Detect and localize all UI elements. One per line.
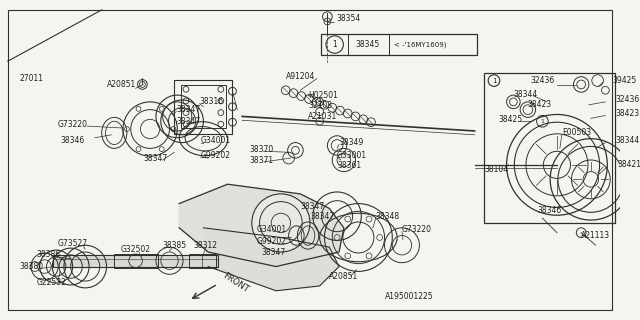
Text: 32436: 32436 (615, 95, 639, 104)
Polygon shape (179, 184, 344, 267)
Text: A21113: A21113 (581, 231, 611, 240)
Text: 38370: 38370 (250, 145, 274, 154)
Text: A21031: A21031 (308, 112, 337, 121)
Bar (181, 85, 226, 128)
Text: G32502: G32502 (121, 244, 151, 254)
Text: G73220: G73220 (58, 120, 88, 129)
Text: G22532: G22532 (37, 277, 67, 286)
Text: G33001: G33001 (337, 151, 367, 160)
Bar (321, 35, 477, 55)
Bar (53, 255, 218, 267)
Text: 32436: 32436 (531, 76, 555, 85)
Text: 38312: 38312 (194, 241, 218, 250)
Text: 38354: 38354 (336, 14, 360, 23)
Text: 38346: 38346 (538, 206, 562, 215)
Text: 38347: 38347 (300, 202, 324, 211)
Text: E00503: E00503 (562, 128, 591, 137)
Text: 38371: 38371 (250, 156, 274, 164)
Text: FRONT: FRONT (221, 271, 250, 295)
Text: 38423: 38423 (615, 109, 639, 118)
Text: A20851: A20851 (330, 272, 358, 281)
Polygon shape (204, 228, 339, 291)
Text: A20851: A20851 (106, 80, 136, 89)
Bar (115, 254, 158, 268)
Text: 38348: 38348 (376, 212, 400, 221)
Text: 38347: 38347 (176, 105, 200, 114)
Text: 27011: 27011 (19, 74, 44, 83)
Text: 38316: 38316 (200, 97, 223, 106)
Text: G99202: G99202 (200, 151, 230, 160)
Text: 38104: 38104 (484, 165, 508, 174)
Text: 38344: 38344 (513, 90, 538, 99)
Text: 1: 1 (541, 119, 545, 124)
Text: 38347: 38347 (143, 154, 168, 163)
Text: A91204: A91204 (285, 72, 315, 81)
Text: 38361: 38361 (337, 161, 361, 170)
Bar (174, 80, 232, 134)
Circle shape (252, 194, 310, 252)
Text: 38345: 38345 (355, 40, 380, 49)
Text: G34001: G34001 (200, 136, 230, 145)
Text: 38344: 38344 (615, 136, 639, 145)
Text: G99202: G99202 (257, 237, 287, 246)
Text: G73220: G73220 (402, 225, 432, 234)
Text: 38423: 38423 (528, 100, 552, 109)
Bar (189, 254, 216, 268)
Text: G34001: G34001 (257, 225, 287, 234)
Text: 1: 1 (492, 77, 496, 84)
Text: 1: 1 (332, 40, 337, 49)
Text: 38347: 38347 (262, 249, 286, 258)
Text: 38346: 38346 (60, 136, 84, 145)
Text: 39425: 39425 (612, 76, 636, 85)
Text: H02501: H02501 (308, 91, 338, 100)
Text: 38421: 38421 (617, 160, 640, 169)
Text: A195001225: A195001225 (385, 292, 433, 301)
Text: G73527: G73527 (58, 239, 88, 248)
Text: 32103: 32103 (308, 101, 332, 110)
Text: < -'16MY1609): < -'16MY1609) (394, 41, 446, 48)
Text: 38425: 38425 (499, 115, 523, 124)
Text: 38380: 38380 (19, 262, 44, 271)
Text: 38347: 38347 (310, 212, 334, 221)
Text: 38347: 38347 (176, 117, 200, 126)
Text: 38349: 38349 (339, 138, 364, 147)
Text: 38386: 38386 (37, 251, 61, 260)
Bar (53, 255, 218, 267)
Text: 38385: 38385 (163, 241, 187, 250)
Bar (484, 73, 615, 223)
